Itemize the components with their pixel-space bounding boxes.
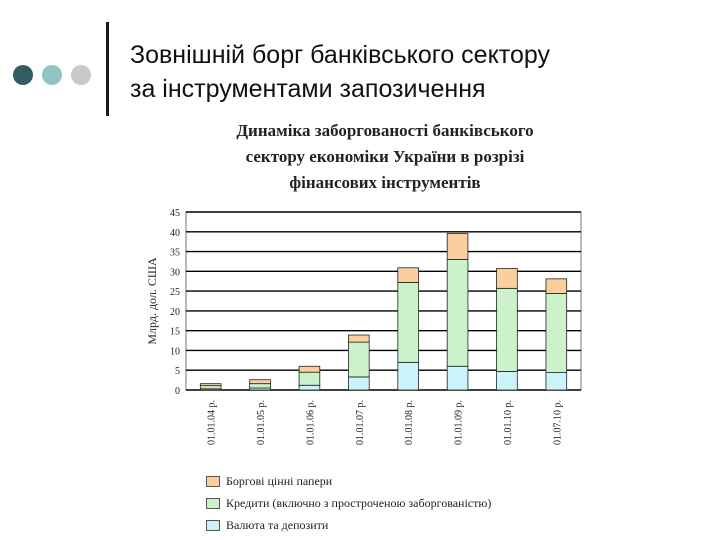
y-axis-label: Млрд. дол. США [145, 257, 159, 345]
bar-segment [446, 365, 469, 391]
y-tick-label: 15 [170, 327, 180, 338]
x-tick-label: 01.01.10 р. [503, 400, 514, 445]
x-tick-label: 01.01.04 р. [207, 400, 218, 445]
bar-segment [199, 383, 222, 387]
bar-segment [249, 379, 271, 385]
y-tick-label: 45 [170, 208, 180, 219]
bar-segment [496, 268, 518, 289]
chart-title-line-1: Динаміка заборгованості банківського [236, 121, 534, 140]
bar-segment [397, 361, 419, 391]
bar-segment [545, 293, 568, 373]
bar-segment [446, 259, 469, 367]
bar-segment [199, 385, 222, 390]
decor-dot-dark [13, 65, 33, 85]
y-tick-label: 20 [170, 307, 180, 318]
bar-segment [545, 372, 568, 391]
legend-label: Боргові цінні папери [226, 473, 333, 488]
decor-dot-teal [42, 65, 62, 85]
legend-item-loans: Кредити (включно з простроченою заборгов… [206, 492, 491, 514]
bar-segment [545, 278, 568, 294]
bar-segment [496, 287, 518, 372]
legend-swatch [206, 519, 220, 531]
x-tick-label: 01.01.07 р. [355, 400, 366, 445]
y-tick-label: 10 [170, 346, 180, 357]
bar-segment [446, 232, 469, 260]
legend-swatch [206, 475, 220, 487]
x-tick-label: 01.01.09 р. [454, 400, 465, 445]
legend-item-currency-deposits: Валюта та депозити [206, 514, 491, 536]
plot-area [185, 211, 582, 391]
x-tick-label: 01.01.06 р. [305, 400, 316, 445]
bar-segment [348, 341, 370, 378]
legend-label: Кредити (включно з простроченою заборгов… [226, 495, 492, 510]
title-divider [106, 22, 109, 116]
y-tick-label: 40 [170, 228, 180, 239]
bar-segment [348, 334, 370, 343]
bar-segment [298, 371, 321, 386]
bar-segment [397, 267, 419, 283]
chart-title-line-3: фінансових інструментів [289, 173, 481, 192]
chart-title: Динаміка заборгованості банківського сек… [170, 118, 600, 196]
slide-title: Зовнішній борг банківського сектору за і… [130, 38, 710, 106]
legend-item-debt-securities: Боргові цінні папери [206, 470, 491, 492]
bar-segment [348, 376, 370, 391]
x-tick-label: 01.01.05 р. [256, 400, 267, 445]
bar-segment [298, 365, 321, 373]
y-tick-label: 35 [170, 248, 180, 259]
y-tick-label: 5 [175, 366, 180, 377]
bar-segment [397, 282, 419, 363]
y-tick-label: 30 [170, 267, 180, 278]
slide-title-line-1: Зовнішній борг банківського сектору [130, 41, 550, 69]
chart-legend: Боргові цінні папери Кредити (включно з … [206, 470, 491, 536]
bar-segment [249, 383, 271, 389]
chart-title-line-2: сектору економіки України в розрізі [245, 147, 525, 166]
y-tick-label: 0 [175, 386, 180, 397]
x-tick-label: 01.07.10 р. [552, 400, 563, 445]
legend-label: Валюта та депозити [226, 517, 329, 532]
bar-segment [496, 371, 518, 391]
bar-segment [298, 384, 321, 391]
x-tick-label: 01.01.08 р. [404, 400, 415, 445]
decor-dot-grey [71, 65, 91, 85]
slide-title-line-2: за інструментами запозичення [130, 75, 486, 103]
legend-swatch [206, 497, 220, 509]
y-tick-label: 25 [170, 287, 180, 298]
